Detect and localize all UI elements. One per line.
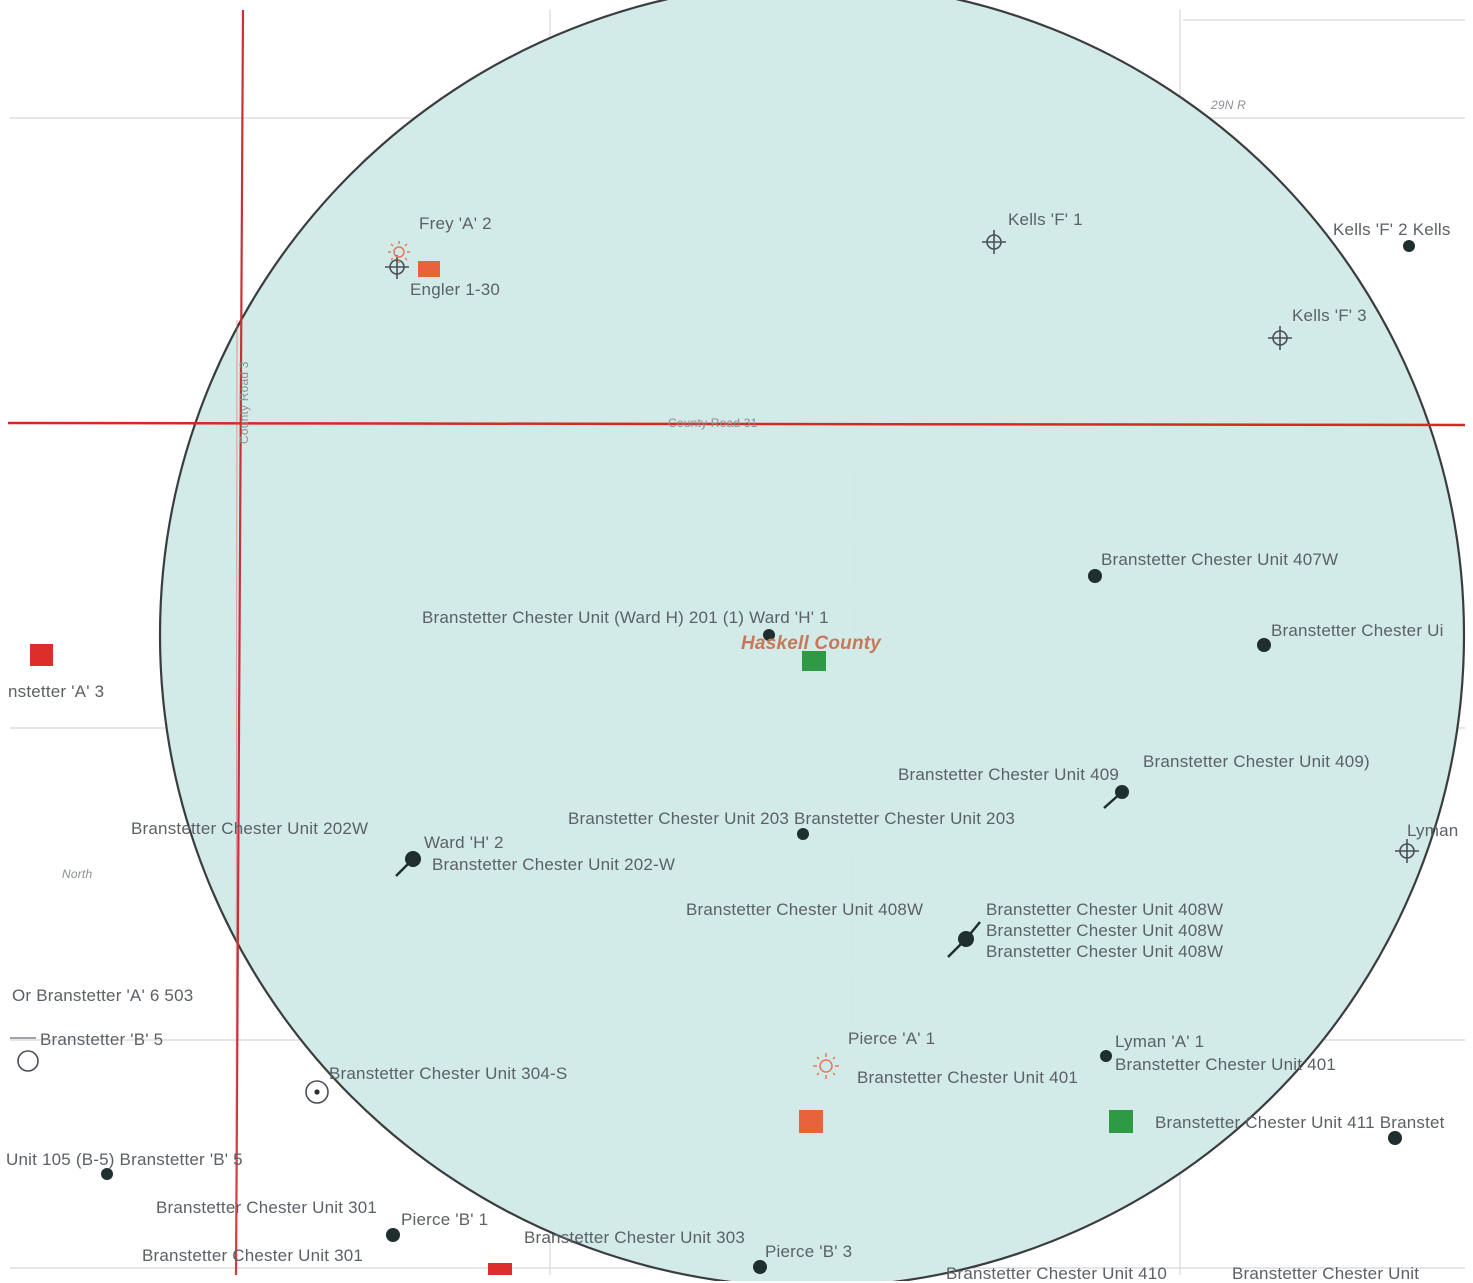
label-bcu-ward-201: Branstetter Chester Unit (Ward H) 201 (1… bbox=[422, 608, 829, 627]
label-area: North bbox=[62, 867, 93, 881]
well-dot[interactable] bbox=[1257, 638, 1271, 652]
label-branstetter-b5: Branstetter 'B' 5 bbox=[40, 1030, 164, 1049]
label-pierce-b3: Pierce 'B' 3 bbox=[765, 1242, 853, 1261]
orange-marker-engler[interactable] bbox=[418, 261, 440, 277]
county-road-horizontal bbox=[7, 421, 1466, 427]
label-pierce-a1: Pierce 'A' 1 bbox=[848, 1029, 936, 1048]
label-frey-a2: Frey 'A' 2 bbox=[419, 214, 492, 233]
plugged-well-icon[interactable] bbox=[982, 230, 1006, 254]
label-bcu-301a: Branstetter Chester Unit 301 bbox=[156, 1198, 378, 1217]
well-dot[interactable] bbox=[753, 1260, 767, 1274]
dry-hole-icon[interactable] bbox=[17, 1050, 39, 1072]
label-kells-f2: Kells 'F' 2 Kells bbox=[1333, 220, 1451, 239]
label-haskell-county: Haskell County bbox=[741, 633, 882, 654]
label-bcu-304s: Branstetter Chester Unit 304-S bbox=[329, 1064, 568, 1083]
label-bcu-203: Branstetter Chester Unit 203 Branstetter… bbox=[568, 809, 1015, 828]
well-dot[interactable] bbox=[386, 1228, 400, 1242]
label-kells-f1: Kells 'F' 1 bbox=[1008, 210, 1083, 229]
gas-well-icon[interactable] bbox=[813, 1053, 839, 1079]
label-bcu-202w: Branstetter Chester Unit 202W bbox=[131, 819, 369, 838]
county-road-vertical-shadow bbox=[235, 319, 238, 1276]
well-dot[interactable] bbox=[797, 828, 809, 840]
label-bcu-408w-d: Branstetter Chester Unit 408W bbox=[986, 942, 1224, 961]
label-bcu-202w-b: Branstetter Chester Unit 202-W bbox=[432, 855, 676, 874]
label-corner: 29N R bbox=[1211, 98, 1247, 112]
label-or-branstetter: Or Branstetter 'A' 6 503 bbox=[12, 986, 194, 1005]
well-dot[interactable] bbox=[1403, 240, 1415, 252]
county-road-vertical bbox=[234, 9, 245, 1276]
green-marker-center[interactable] bbox=[802, 651, 826, 671]
injection-well-dot bbox=[314, 1089, 320, 1095]
label-ward-h2: Ward 'H' 2 bbox=[424, 833, 504, 852]
label-branstetter-a3: nstetter 'A' 3 bbox=[8, 682, 105, 701]
red-marker-bottom[interactable] bbox=[488, 1263, 512, 1275]
well-dot[interactable] bbox=[101, 1168, 113, 1180]
well-dot[interactable] bbox=[1088, 569, 1102, 583]
plugged-well-icon[interactable] bbox=[1268, 326, 1292, 350]
label-bcu-411: Branstetter Chester Unit 411 Branstet bbox=[1155, 1113, 1445, 1132]
label-bcu-401a: Branstetter Chester Unit 401 bbox=[1115, 1055, 1337, 1074]
label-bcu-409b: Branstetter Chester Unit 409) bbox=[1143, 752, 1370, 771]
label-county-road-horizontal: County Road 31 bbox=[668, 416, 758, 430]
green-marker-411[interactable] bbox=[1109, 1110, 1133, 1133]
red-marker-square[interactable] bbox=[30, 644, 53, 666]
well-dot[interactable] bbox=[1388, 1131, 1402, 1145]
label-lyman-a1: Lyman 'A' 1 bbox=[1115, 1032, 1205, 1051]
orange-marker-pierce[interactable] bbox=[799, 1110, 823, 1133]
label-bcu-401b: Branstetter Chester Unit 401 bbox=[857, 1068, 1079, 1087]
label-bcu-303: Branstetter Chester Unit 303 bbox=[524, 1228, 746, 1247]
plugged-well-icon[interactable] bbox=[1395, 839, 1419, 863]
label-kells-f3: Kells 'F' 3 bbox=[1292, 306, 1367, 325]
label-bcu-408w-a: Branstetter Chester Unit 408W bbox=[686, 900, 924, 919]
label-bcu-408w-b: Branstetter Chester Unit 408W bbox=[986, 900, 1224, 919]
label-lyman-edge: Lyman bbox=[1407, 821, 1459, 840]
gas-well-icon[interactable] bbox=[388, 241, 410, 263]
label-pierce-b1: Pierce 'B' 1 bbox=[401, 1210, 489, 1229]
well-dot[interactable] bbox=[763, 629, 775, 641]
well-dot[interactable] bbox=[1100, 1050, 1112, 1062]
label-bcu-407w: Branstetter Chester Unit 407W bbox=[1101, 550, 1339, 569]
label-bcu-408w-c: Branstetter Chester Unit 408W bbox=[986, 921, 1224, 940]
gas-well-symbols bbox=[388, 241, 839, 1079]
label-bcu-409a: Branstetter Chester Unit 409 bbox=[898, 765, 1120, 784]
plugged-well-symbols bbox=[385, 230, 1419, 863]
label-unit-105: Unit 105 (B-5) Branstetter 'B' 5 bbox=[6, 1150, 243, 1169]
label-county-road-vertical: County Road 3 bbox=[237, 361, 251, 444]
label-bcu-410: Branstetter Chester Unit 410 bbox=[946, 1264, 1168, 1283]
label-engler: Engler 1-30 bbox=[410, 280, 501, 299]
buffer-circle bbox=[159, 0, 1465, 1281]
plugged-well-icon[interactable] bbox=[385, 255, 409, 279]
directional-well-ticks bbox=[395, 791, 1123, 958]
label-bcu-301b: Branstetter Chester Unit 301 bbox=[142, 1246, 364, 1265]
label-bcu-edge: Branstetter Chester Ui bbox=[1271, 621, 1444, 640]
label-bcu-bottom-right: Branstetter Chester Unit bbox=[1232, 1264, 1420, 1283]
